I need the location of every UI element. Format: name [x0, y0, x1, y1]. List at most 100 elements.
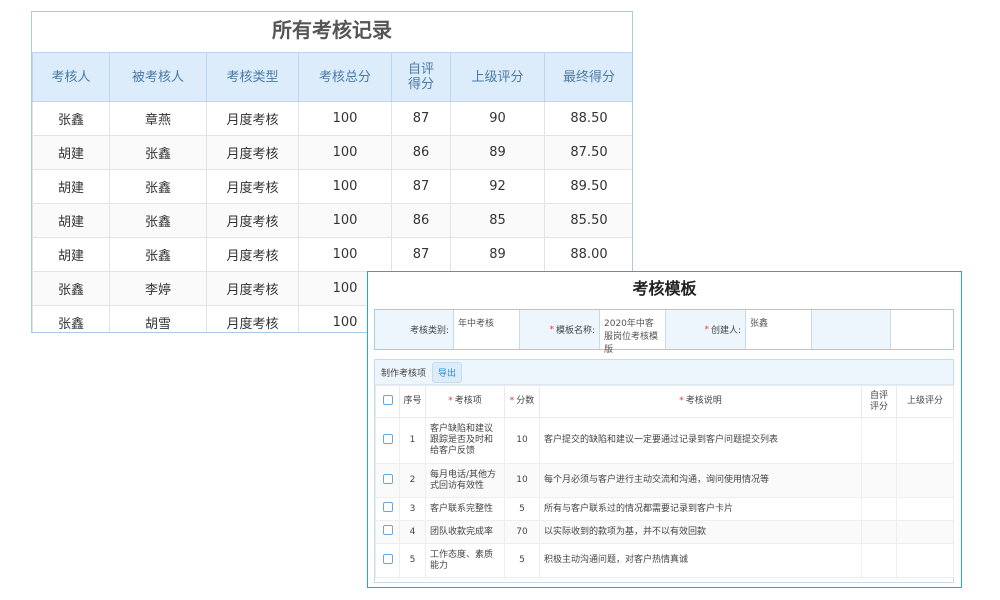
items-cell: 工作态度、素质能力	[425, 543, 505, 578]
records-cell: 月度考核	[206, 101, 299, 136]
records-cell: 87	[391, 169, 451, 204]
records-cell: 87	[391, 237, 451, 272]
records-cell: 张鑫	[109, 135, 207, 170]
name-label: * 模板名称:	[520, 310, 600, 349]
records-row[interactable]: 张鑫 章燕 月度考核 100 87 90 88.50	[32, 101, 632, 136]
records-cell: 张鑫	[32, 305, 110, 332]
score-input-cell[interactable]	[861, 463, 897, 498]
records-cell: 张鑫	[109, 203, 207, 238]
score-input-cell[interactable]	[861, 497, 897, 521]
records-cell: 月度考核	[206, 203, 299, 238]
items-column-header: * 考核项	[425, 385, 505, 418]
items-row[interactable]: 4 团队收款完成率 70 以实际收到的款项为基，并不以有效回款	[375, 520, 954, 544]
items-cell: 5	[504, 497, 540, 521]
records-cell: 85.50	[544, 203, 632, 238]
score-input-cell[interactable]	[896, 463, 954, 498]
records-row[interactable]: 胡建 张鑫 月度考核 100 86 89 87.50	[32, 135, 632, 170]
score-input-cell[interactable]	[896, 543, 954, 578]
records-cell: 100	[298, 237, 392, 272]
row-checkbox[interactable]	[382, 473, 393, 484]
items-cell: 5	[399, 543, 426, 578]
category-label: 考核类别:	[375, 310, 454, 349]
score-input-cell[interactable]	[896, 520, 954, 544]
items-cell: 所有与客户联系过的情况都需要记录到客户卡片	[539, 497, 862, 521]
records-row[interactable]: 胡建 张鑫 月度考核 100 87 92 89.50	[32, 169, 632, 204]
items-column-label: 分数	[516, 396, 535, 406]
items-cell: 10	[504, 417, 540, 464]
row-checkbox[interactable]	[382, 525, 393, 535]
items-cell: 1	[399, 417, 426, 464]
records-cell: 92	[450, 169, 545, 204]
category-value: 年中考核	[458, 319, 495, 329]
records-cell: 100	[298, 169, 392, 204]
records-cell: 月度考核	[206, 305, 299, 332]
score-input-cell[interactable]	[861, 543, 897, 578]
records-column-header: 上级评分	[450, 52, 545, 102]
items-cell: 4	[399, 520, 426, 544]
records-cell: 100	[298, 101, 392, 136]
required-mark: *	[549, 324, 554, 335]
records-row[interactable]: 胡建 张鑫 月度考核 100 86 85 85.50	[32, 203, 632, 238]
items-column-header: * 考核说明	[539, 385, 862, 418]
score-input-cell[interactable]	[861, 417, 897, 464]
items-cell: 客户提交的缺陷和建议一定要通过记录到客户问题提交列表	[539, 417, 862, 464]
name-field[interactable]: 2020年中客服岗位考核模版	[600, 310, 666, 355]
records-cell: 张鑫	[32, 271, 110, 306]
records-cell: 月度考核	[206, 135, 299, 170]
records-cell: 胡建	[32, 237, 110, 272]
records-cell: 张鑫	[32, 101, 110, 136]
items-grid: 制作考核项 导出 序号 * 考核项 * 分数 * 考核说明 自评评分 上级评分 1 客户缺陷和建议…	[374, 359, 954, 583]
items-cell: 积极主动沟通问题，对客户热情真诚	[539, 543, 862, 578]
items-row[interactable]: 1 客户缺陷和建议跟踪是否及时和给客户反馈 10 客户提交的缺陷和建议一定要通过记录到…	[375, 417, 954, 464]
score-input-cell[interactable]	[896, 497, 954, 521]
records-column-header: 自评得分	[391, 52, 451, 102]
name-value: 2020年中客服岗位考核模版	[604, 319, 659, 355]
select-all-checkbox[interactable]	[382, 394, 393, 405]
row-select-cell	[375, 463, 400, 498]
row-checkbox[interactable]	[382, 433, 393, 444]
row-checkbox[interactable]	[382, 553, 393, 564]
records-cell: 89.50	[544, 169, 632, 204]
items-cell: 5	[504, 543, 540, 578]
records-cell: 胡建	[32, 169, 110, 204]
records-cell: 月度考核	[206, 271, 299, 306]
required-mark: *	[679, 396, 684, 406]
records-cell: 100	[298, 135, 392, 170]
records-cell: 87.50	[544, 135, 632, 170]
export-button[interactable]: 导出	[432, 361, 463, 383]
creator-label: * 创建人:	[666, 310, 746, 349]
toolbar-label: 制作考核项	[381, 368, 427, 379]
required-mark: *	[448, 396, 453, 406]
items-cell: 每个月必须与客户进行主动交流和沟通，询问使用情况等	[539, 463, 862, 498]
items-row[interactable]: 3 客户联系完整性 5 所有与客户联系过的情况都需要记录到客户卡片	[375, 497, 954, 521]
records-column-header: 被考核人	[109, 52, 207, 102]
category-field[interactable]: 年中考核	[454, 310, 520, 349]
records-cell: 张鑫	[109, 237, 207, 272]
items-row[interactable]: 2 每月电话/其他方式回访有效性 10 每个月必须与客户进行主动交流和沟通，询问使用情…	[375, 463, 954, 498]
score-input-cell[interactable]	[861, 520, 897, 544]
records-column-header: 考核总分	[298, 52, 392, 102]
records-cell: 88.00	[544, 237, 632, 272]
items-column-label: 考核说明	[685, 396, 722, 406]
records-cell: 章燕	[109, 101, 207, 136]
empty-field	[891, 310, 953, 349]
records-cell: 胡雪	[109, 305, 207, 332]
items-row[interactable]: 5 工作态度、素质能力 5 积极主动沟通问题，对客户热情真诚	[375, 543, 954, 578]
items-column-header: 自评评分	[861, 385, 897, 418]
score-input-cell[interactable]	[896, 417, 954, 464]
records-cell: 87	[391, 101, 451, 136]
records-row[interactable]: 胡建 张鑫 月度考核 100 87 89 88.00	[32, 237, 632, 272]
row-checkbox[interactable]	[382, 502, 393, 512]
creator-field[interactable]: 张鑫	[746, 310, 812, 349]
items-cell: 客户联系完整性	[425, 497, 505, 521]
template-panel: 考核模板 考核类别: 年中考核 * 模板名称: 2020年中客服岗位考核模版 * 创…	[367, 271, 962, 588]
items-column-header: * 分数	[504, 385, 540, 418]
select-all-header	[375, 385, 400, 418]
items-cell: 团队收款完成率	[425, 520, 505, 544]
records-cell: 86	[391, 203, 451, 238]
items-cell: 10	[504, 463, 540, 498]
items-cell: 2	[399, 463, 426, 498]
records-cell: 85	[450, 203, 545, 238]
items-cell: 每月电话/其他方式回访有效性	[425, 463, 505, 498]
creator-label-text: 创建人:	[710, 326, 741, 336]
